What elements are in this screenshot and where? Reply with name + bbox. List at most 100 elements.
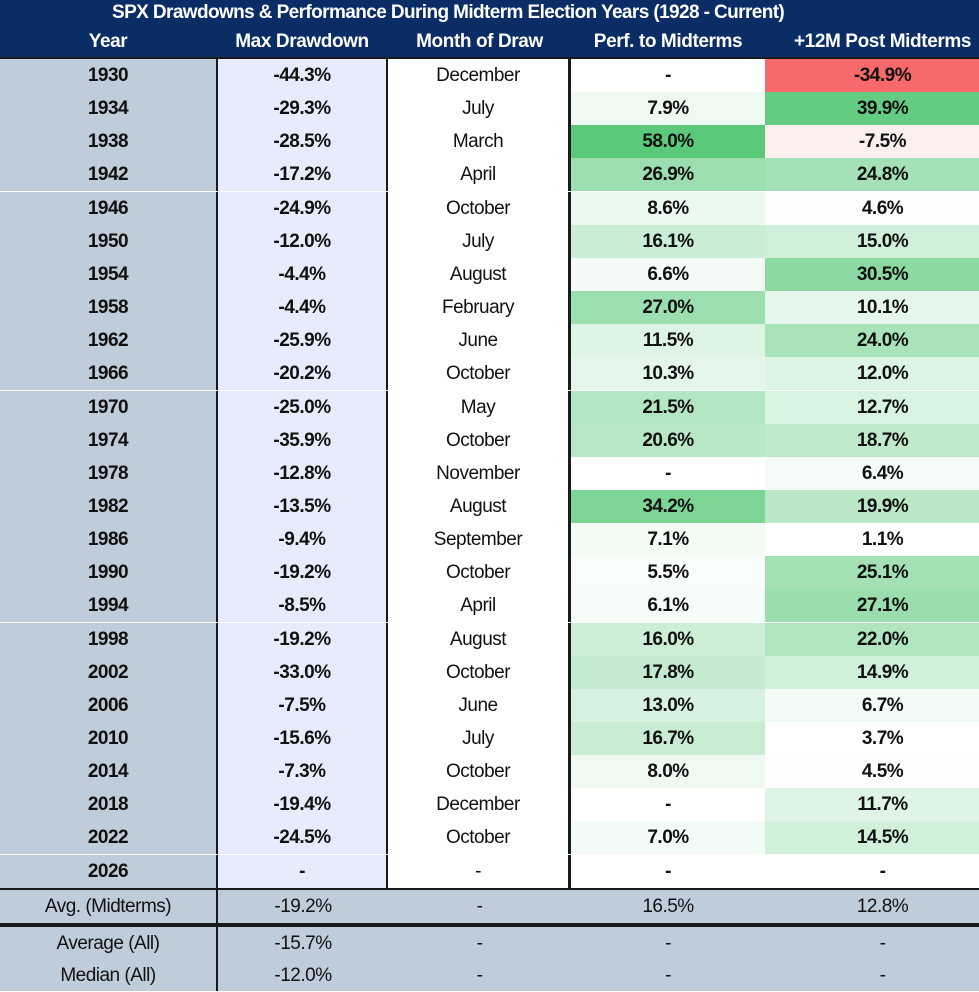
year-cell: 2014 — [0, 755, 216, 789]
month-of-draw-cell: October — [388, 191, 571, 225]
year-cell: 1978 — [0, 456, 216, 490]
max-drawdown-cell: -19.2% — [216, 556, 388, 590]
summary-perf-to-midterms: - — [571, 926, 765, 959]
post-12m-cell: 3.7% — [765, 722, 979, 755]
summary-max-drawdown: -12.0% — [216, 958, 388, 991]
max-drawdown-cell: -7.3% — [216, 755, 388, 789]
post-12m-cell: 18.7% — [765, 423, 979, 457]
max-drawdown-cell: -24.9% — [216, 191, 388, 225]
table-row: 2014 -7.3% October 8.0% 4.5% — [0, 755, 979, 789]
month-of-draw-cell: November — [388, 456, 571, 490]
perf-to-midterms-cell: 8.0% — [571, 755, 765, 789]
summary-label: Avg. (Midterms) — [0, 889, 216, 923]
perf-to-midterms-cell: 26.9% — [571, 158, 765, 192]
post-12m-cell: - — [765, 854, 979, 888]
post-12m-cell: 24.8% — [765, 158, 979, 192]
max-drawdown-cell: -24.5% — [216, 821, 388, 855]
post-12m-cell: 14.5% — [765, 821, 979, 855]
year-cell: 1986 — [0, 523, 216, 557]
max-drawdown-cell: -20.2% — [216, 357, 388, 391]
table-row: 1986 -9.4% September 7.1% 1.1% — [0, 523, 979, 557]
year-cell: 1966 — [0, 357, 216, 391]
month-of-draw-cell: March — [388, 125, 571, 159]
perf-to-midterms-cell: 20.6% — [571, 423, 765, 457]
perf-to-midterms-cell: 58.0% — [571, 125, 765, 159]
perf-to-midterms-cell: - — [571, 456, 765, 490]
year-cell: 1982 — [0, 489, 216, 523]
year-cell: 1974 — [0, 423, 216, 457]
post-12m-cell: 6.7% — [765, 688, 979, 722]
year-cell: 1954 — [0, 257, 216, 291]
summary-perf-to-midterms: 16.5% — [571, 889, 765, 923]
perf-to-midterms-cell: 34.2% — [571, 489, 765, 523]
summary-post-12m: 12.8% — [765, 889, 979, 923]
perf-to-midterms-cell: 6.1% — [571, 589, 765, 623]
max-drawdown-cell: -28.5% — [216, 125, 388, 159]
month-of-draw-cell: December — [388, 59, 571, 92]
table-row: 1974 -35.9% October 20.6% 18.7% — [0, 423, 979, 457]
month-of-draw-cell: October — [388, 423, 571, 457]
summary-max-drawdown: -15.7% — [216, 926, 388, 959]
post-12m-cell: 25.1% — [765, 556, 979, 590]
year-cell: 1962 — [0, 324, 216, 358]
max-drawdown-cell: -29.3% — [216, 92, 388, 126]
table-row: 1982 -13.5% August 34.2% 19.9% — [0, 489, 979, 523]
year-cell: 2002 — [0, 655, 216, 689]
max-drawdown-cell: -44.3% — [216, 59, 388, 92]
summary-row: Median (All) -12.0% - - - — [0, 958, 979, 991]
table-row: 1942 -17.2% April 26.9% 24.8% — [0, 158, 979, 192]
perf-to-midterms-cell: 17.8% — [571, 655, 765, 689]
year-cell: 1930 — [0, 59, 216, 92]
summary-month: - — [388, 889, 571, 923]
col-header-post-12m: +12M Post Midterms — [793, 31, 972, 52]
year-cell: 1958 — [0, 291, 216, 325]
month-of-draw-cell: December — [388, 788, 571, 822]
post-12m-cell: 14.9% — [765, 655, 979, 689]
month-of-draw-cell: August — [388, 622, 571, 656]
perf-to-midterms-cell: 21.5% — [571, 390, 765, 424]
perf-to-midterms-cell: 6.6% — [571, 257, 765, 291]
month-of-draw-cell: April — [388, 158, 571, 192]
max-drawdown-cell: -4.4% — [216, 291, 388, 325]
year-cell: 2026 — [0, 854, 216, 888]
perf-to-midterms-cell: 13.0% — [571, 688, 765, 722]
table-row: 1978 -12.8% November -6.4% — [0, 456, 979, 490]
month-of-draw-cell: May — [388, 390, 571, 424]
year-cell: 2010 — [0, 722, 216, 755]
post-12m-cell: 15.0% — [765, 224, 979, 258]
post-12m-cell: 11.7% — [765, 788, 979, 822]
table-row: 2010 -15.6% July 16.7% 3.7% — [0, 722, 979, 755]
max-drawdown-cell: -8.5% — [216, 589, 388, 623]
summary-row: Average (All) -15.7% - - - — [0, 926, 979, 959]
table-row: 1966 -20.2% October 10.3% 12.0% — [0, 357, 979, 391]
year-cell: 1938 — [0, 125, 216, 159]
month-of-draw-cell: July — [388, 722, 571, 755]
max-drawdown-cell: -19.4% — [216, 788, 388, 822]
month-of-draw-cell: July — [388, 92, 571, 126]
max-drawdown-cell: -12.8% — [216, 456, 388, 490]
post-12m-cell: 22.0% — [765, 622, 979, 656]
summary-divider-thick — [0, 922, 979, 927]
month-of-draw-cell: April — [388, 589, 571, 623]
table-row: 1990 -19.2% October 5.5% 25.1% — [0, 556, 979, 590]
year-cell: 2022 — [0, 821, 216, 855]
max-drawdown-cell: -12.0% — [216, 224, 388, 258]
table-row: 1946 -24.9% October 8.6% 4.6% — [0, 191, 979, 225]
post-12m-cell: 19.9% — [765, 489, 979, 523]
max-drawdown-cell: -7.5% — [216, 688, 388, 722]
max-drawdown-cell: -25.0% — [216, 390, 388, 424]
post-12m-cell: 12.0% — [765, 357, 979, 391]
table-row: 1994 -8.5% April 6.1% 27.1% — [0, 589, 979, 623]
post-12m-cell: -7.5% — [765, 125, 979, 159]
max-drawdown-cell: -33.0% — [216, 655, 388, 689]
summary-post-12m: - — [765, 926, 979, 959]
post-12m-cell: 10.1% — [765, 291, 979, 325]
month-of-draw-cell: October — [388, 357, 571, 391]
max-drawdown-cell: -17.2% — [216, 158, 388, 192]
perf-to-midterms-cell: 8.6% — [571, 191, 765, 225]
summary-month: - — [388, 926, 571, 959]
max-drawdown-cell: -9.4% — [216, 523, 388, 557]
year-cell: 2018 — [0, 788, 216, 822]
summary-divider — [0, 887, 979, 890]
table-row: 1930 -44.3% December - -34.9% — [0, 59, 979, 92]
